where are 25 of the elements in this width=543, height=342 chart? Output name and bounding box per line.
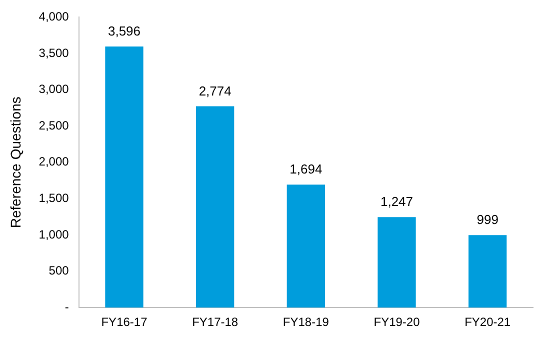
bar bbox=[105, 46, 144, 308]
y-axis-title: Reference Questions bbox=[7, 96, 24, 228]
data-label: 3,596 bbox=[108, 24, 141, 39]
y-tick-label: 500 bbox=[48, 264, 70, 278]
y-tick-label: - bbox=[64, 300, 69, 314]
y-tick-label: 3,000 bbox=[38, 82, 70, 96]
y-tick-label: 1,500 bbox=[38, 191, 70, 206]
y-tick-label: 2,000 bbox=[38, 154, 70, 169]
y-tick-label: 3,500 bbox=[38, 46, 70, 60]
x-tick-label: FY16-17 bbox=[101, 315, 148, 330]
data-label: 1,694 bbox=[290, 162, 322, 177]
x-tick-label: FY20-21 bbox=[464, 315, 511, 330]
bar bbox=[196, 106, 234, 308]
y-tick-label: 2,500 bbox=[38, 118, 70, 132]
x-tick-label: FY18-19 bbox=[282, 315, 330, 330]
bar bbox=[378, 217, 416, 308]
data-label: 999 bbox=[476, 212, 498, 228]
data-label: 2,774 bbox=[198, 83, 232, 98]
y-tick-label: 4,000 bbox=[38, 10, 70, 24]
bar bbox=[468, 235, 507, 308]
bar bbox=[286, 184, 325, 308]
x-tick-label: FY19-20 bbox=[374, 315, 420, 330]
data-label: 1,247 bbox=[380, 194, 414, 210]
x-tick-label: FY17-18 bbox=[192, 315, 238, 330]
y-tick-label: 1,000 bbox=[38, 227, 70, 242]
